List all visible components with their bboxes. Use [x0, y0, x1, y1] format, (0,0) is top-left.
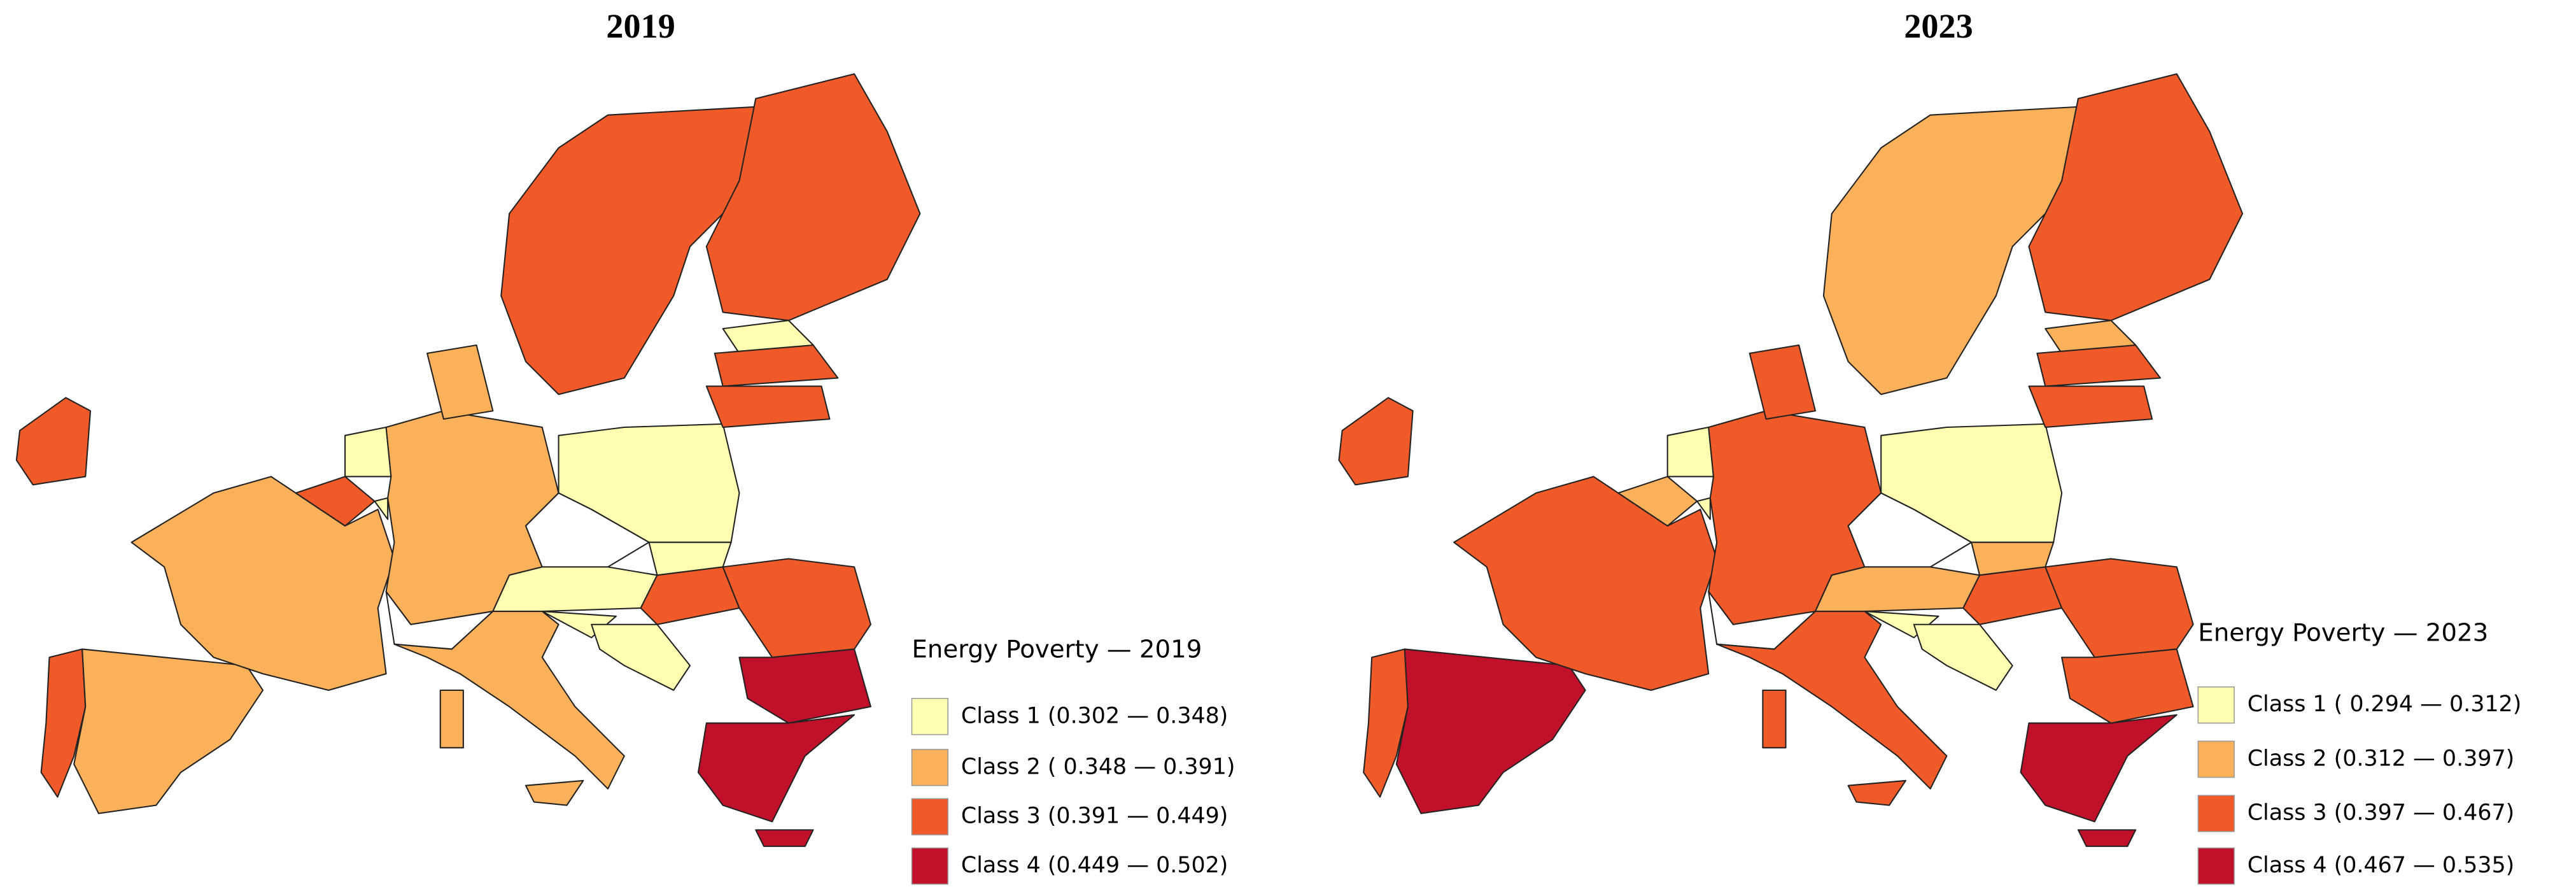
country: [439, 689, 464, 749]
legend-label: Class 1 ( 0.294 — 0.312): [2248, 692, 2522, 717]
map-title: 2019: [606, 7, 675, 45]
country: [393, 611, 625, 790]
map-panel: 2023 Energy Poverty — 2023 Class 1 ( 0.294…: [1338, 7, 2522, 885]
country: [1749, 344, 1816, 420]
country: [714, 344, 839, 387]
country: [2045, 558, 2194, 658]
country: [722, 558, 871, 658]
legend-label: Class 1 (0.302 — 0.348): [961, 703, 1228, 728]
legend-label: Class 3 (0.397 — 0.467): [2248, 800, 2514, 826]
country: [1814, 566, 1981, 613]
legend-label: Class 3 (0.391 — 0.449): [961, 804, 1228, 829]
legend-swatch: [2197, 847, 2235, 885]
country: [1696, 497, 1711, 520]
country: [1666, 426, 1714, 478]
legend-label: Class 2 (0.312 — 0.397): [2248, 746, 2514, 771]
country: [591, 623, 691, 692]
country: [755, 829, 814, 848]
legend-label: Class 4 (0.449 — 0.502): [961, 853, 1228, 878]
country: [1762, 689, 1787, 749]
legend-label: Class 2 ( 0.348 — 0.391): [961, 754, 1235, 779]
map-panel: 2019 Energy Poverty — 2019 Class 1 (0.302 …: [15, 7, 1235, 885]
country: [2077, 829, 2137, 848]
country: [524, 779, 584, 806]
legend-swatch: [911, 749, 949, 786]
legend: Energy Poverty — 2023 Class 1 ( 0.294 — 0…: [2197, 619, 2522, 885]
legend-swatch: [2197, 795, 2235, 832]
country: [15, 397, 92, 486]
country: [640, 566, 740, 625]
legend-label: Class 4 (0.467 — 0.535): [2248, 853, 2514, 878]
country: [344, 426, 392, 478]
legend-swatch: [2197, 741, 2235, 778]
country: [705, 73, 921, 322]
country: [426, 344, 494, 420]
country: [500, 106, 757, 395]
country: [2036, 344, 2161, 387]
legend-swatch: [911, 798, 949, 835]
map: [1338, 73, 2244, 848]
map-title: 2023: [1904, 7, 1973, 45]
country: [697, 714, 855, 823]
legend-swatch: [2197, 686, 2235, 724]
country: [738, 648, 871, 724]
country: [1847, 779, 1906, 806]
country: [130, 476, 395, 692]
country: [705, 385, 831, 429]
legend-swatch: [911, 698, 949, 735]
country: [492, 566, 658, 613]
country: [1453, 476, 1718, 692]
country: [2028, 385, 2153, 429]
country: [374, 497, 389, 520]
country: [2028, 73, 2244, 322]
country: [1716, 611, 1948, 790]
map: [15, 73, 921, 848]
country: [1338, 397, 1414, 486]
legend-title: Energy Poverty — 2019: [911, 635, 1202, 664]
country: [1395, 648, 1586, 814]
legend: Energy Poverty — 2019 Class 1 (0.302 — 0.…: [911, 635, 1235, 885]
country: [2020, 714, 2178, 823]
country: [73, 648, 264, 814]
country: [1822, 106, 2079, 395]
legend-swatch: [911, 847, 949, 885]
country: [2061, 648, 2194, 724]
country: [1962, 566, 2063, 625]
legend-title: Energy Poverty — 2023: [2198, 619, 2488, 648]
country: [1913, 623, 2013, 692]
